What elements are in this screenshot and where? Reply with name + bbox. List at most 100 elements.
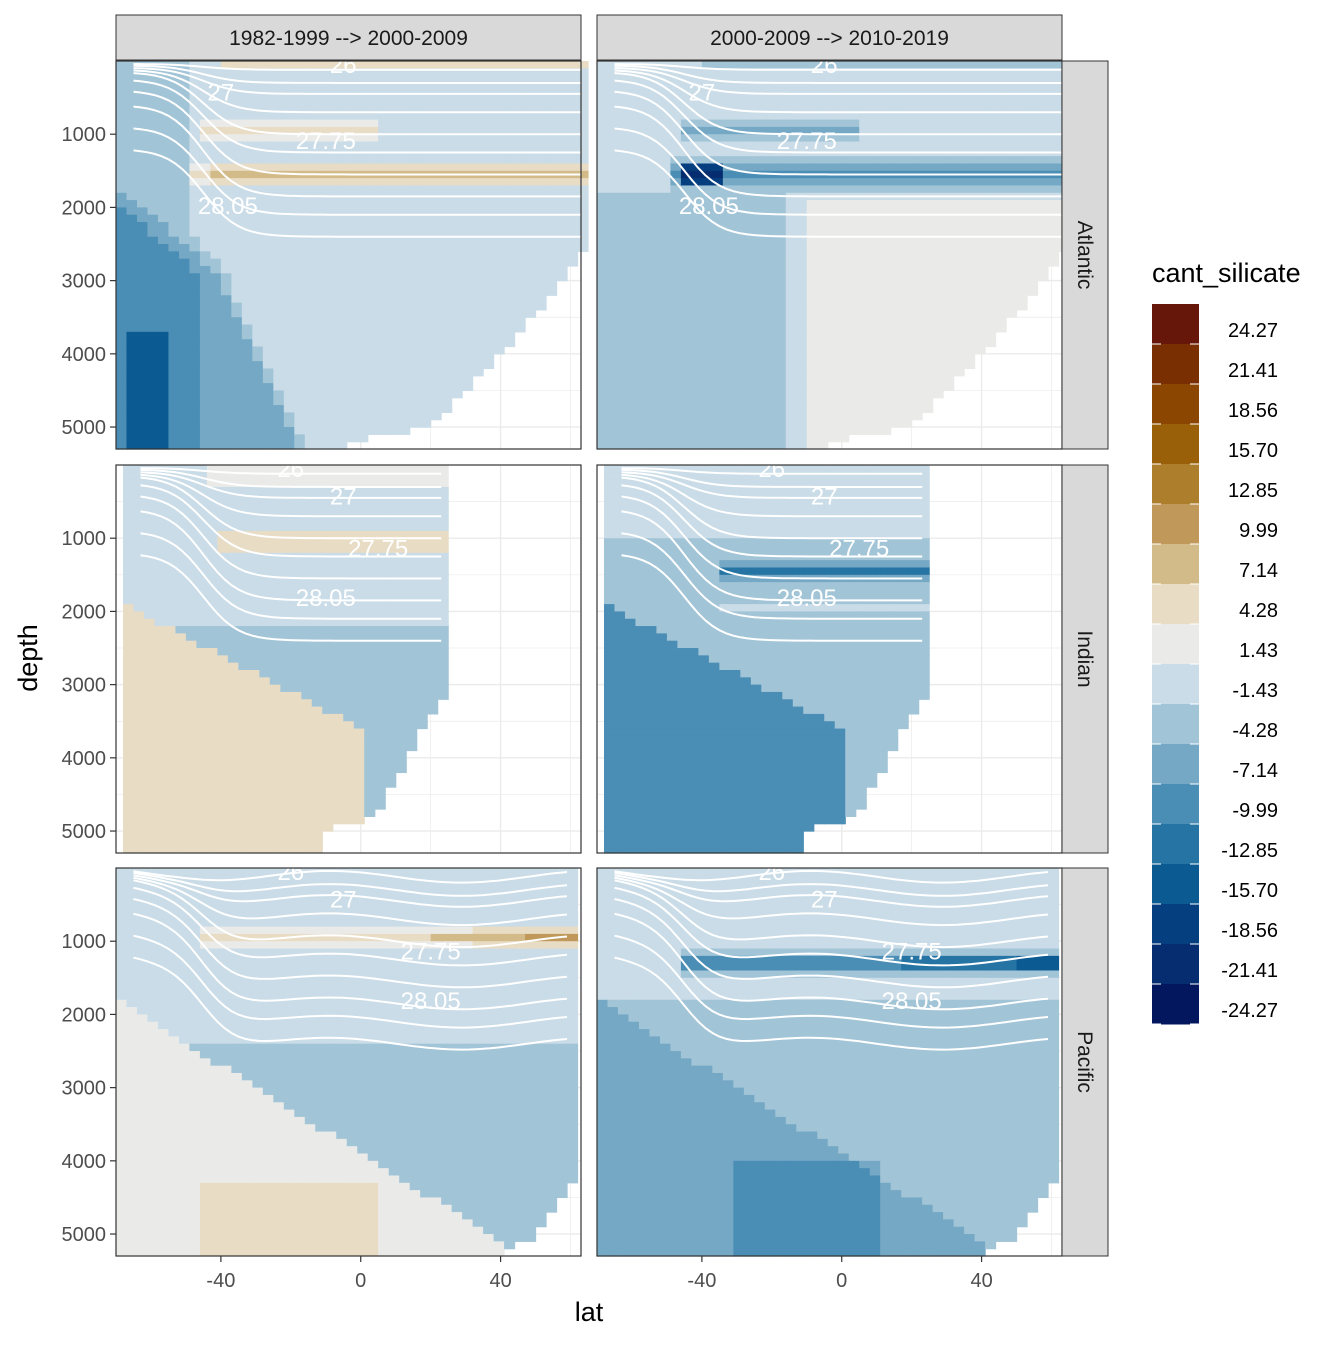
heatmap-cell xyxy=(859,288,870,296)
heatmap-cell xyxy=(870,200,881,208)
heatmap-cell xyxy=(880,361,891,369)
heatmap-cell xyxy=(368,251,379,259)
heatmap-cell xyxy=(733,98,744,106)
heatmap-cell xyxy=(838,61,849,69)
heatmap-cell xyxy=(639,376,650,384)
heatmap-cell xyxy=(765,427,776,435)
heatmap-cell xyxy=(483,332,494,340)
heatmap-cell xyxy=(975,288,986,296)
heatmap-cell xyxy=(943,185,954,193)
heatmap-cell xyxy=(252,303,263,311)
heatmap-cell xyxy=(368,390,379,398)
heatmap-cell xyxy=(723,310,734,318)
heatmap-cell xyxy=(347,390,358,398)
heatmap-cell xyxy=(441,200,452,208)
heatmap-cell xyxy=(175,809,186,817)
heatmap-cell xyxy=(807,310,818,318)
heatmap-cell xyxy=(410,98,421,106)
heatmap-cell xyxy=(123,831,134,839)
heatmap-cell xyxy=(326,398,337,406)
heatmap-cell xyxy=(196,831,207,839)
heatmap-cell xyxy=(196,721,207,729)
heatmap-cell xyxy=(557,61,568,69)
heatmap-cell xyxy=(754,412,765,420)
heatmap-cell xyxy=(441,347,452,355)
heatmap-cell xyxy=(494,281,505,289)
heatmap-cell xyxy=(137,434,148,442)
heatmap-cell xyxy=(399,142,410,150)
heatmap-cell xyxy=(649,383,660,391)
heatmap-cell xyxy=(165,582,176,590)
heatmap-cell xyxy=(284,434,295,442)
heatmap-cell xyxy=(691,332,702,340)
heatmap-cell xyxy=(597,156,608,164)
heatmap-cell xyxy=(483,347,494,355)
heatmap-cell xyxy=(1017,251,1028,259)
heatmap-cell xyxy=(144,546,155,554)
heatmap-cell xyxy=(597,420,608,428)
heatmap-cell xyxy=(431,222,442,230)
heatmap-cell xyxy=(607,398,618,406)
heatmap-cell xyxy=(147,295,158,303)
heatmap-cell xyxy=(483,295,494,303)
heatmap-cell xyxy=(217,816,228,824)
heatmap-cell xyxy=(452,310,463,318)
heatmap-cell xyxy=(996,303,1007,311)
heatmap-cell xyxy=(154,546,165,554)
heatmap-cell xyxy=(473,332,484,340)
heatmap-cell xyxy=(891,361,902,369)
heatmap-cell xyxy=(452,120,463,128)
heatmap-cell xyxy=(116,61,127,69)
heatmap-cell xyxy=(217,809,228,817)
heatmap-cell xyxy=(817,339,828,347)
heatmap-cell xyxy=(168,383,179,391)
heatmap-cell xyxy=(133,802,144,810)
heatmap-cell xyxy=(368,156,379,164)
heatmap-cell xyxy=(473,142,484,150)
heatmap-cell xyxy=(649,427,660,435)
heatmap-cell xyxy=(175,736,186,744)
heatmap-cell xyxy=(483,98,494,106)
heatmap-cell xyxy=(263,200,274,208)
heatmap-cell xyxy=(116,105,127,113)
heatmap-cell xyxy=(557,200,568,208)
heatmap-cell xyxy=(975,215,986,223)
heatmap-cell xyxy=(712,295,723,303)
heatmap-cell xyxy=(231,229,242,237)
heatmap-cell xyxy=(943,98,954,106)
heatmap-cell xyxy=(231,281,242,289)
heatmap-cell xyxy=(123,802,134,810)
heatmap-cell xyxy=(431,142,442,150)
heatmap-cell xyxy=(639,229,650,237)
heatmap-cell xyxy=(196,611,207,619)
heatmap-cell xyxy=(210,303,221,311)
heatmap-cell xyxy=(1006,295,1017,303)
heatmap-cell xyxy=(154,816,165,824)
heatmap-cell xyxy=(870,420,881,428)
heatmap-cell xyxy=(649,332,660,340)
heatmap-cell xyxy=(294,347,305,355)
heatmap-cell xyxy=(985,83,996,91)
heatmap-cell xyxy=(305,361,316,369)
heatmap-cell xyxy=(147,98,158,106)
heatmap-cell xyxy=(954,273,965,281)
heatmap-cell xyxy=(1048,259,1059,267)
heatmap-cell xyxy=(933,317,944,325)
heatmap-cell xyxy=(179,222,190,230)
heatmap-cell xyxy=(154,838,165,846)
heatmap-cell xyxy=(859,361,870,369)
heatmap-cell xyxy=(754,390,765,398)
heatmap-cell xyxy=(252,237,263,245)
heatmap-cell xyxy=(494,98,505,106)
heatmap-cell xyxy=(660,259,671,267)
heatmap-cell xyxy=(200,361,211,369)
heatmap-cell xyxy=(922,266,933,274)
heatmap-cell xyxy=(389,273,400,281)
heatmap-cell xyxy=(546,244,557,252)
heatmap-cell xyxy=(158,222,169,230)
heatmap-cell xyxy=(123,597,134,605)
heatmap-cell xyxy=(326,390,337,398)
heatmap-cell xyxy=(1048,185,1059,193)
heatmap-cell xyxy=(210,259,221,267)
heatmap-cell xyxy=(1006,200,1017,208)
